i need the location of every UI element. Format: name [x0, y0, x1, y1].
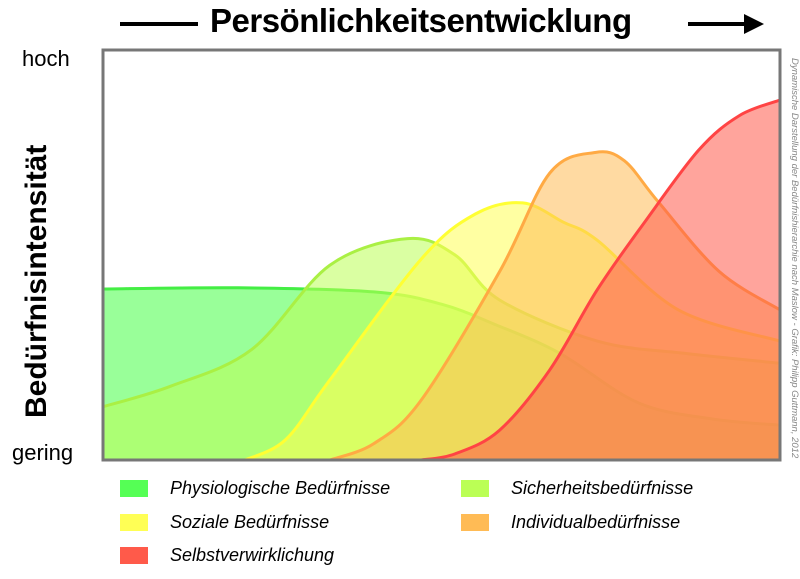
chart-area: [101, 48, 782, 462]
y-tick-low: gering: [12, 440, 74, 465]
plot-frame: [101, 48, 782, 462]
y-tick-high: hoch: [22, 46, 70, 71]
series-line-4: [420, 98, 780, 460]
legend-label: Physiologische Bedürfnisse: [170, 478, 391, 498]
legend-item-physiologisch: Physiologische Bedürfnisse: [120, 478, 390, 499]
arrow-right-icon: [688, 14, 764, 34]
legend-swatch: [461, 514, 489, 531]
legend-swatch: [120, 547, 148, 564]
legend-item-individual: Individualbedürfnisse: [461, 512, 680, 533]
legend-label: Selbstverwirklichung: [170, 545, 335, 565]
legend-swatch: [461, 480, 489, 497]
legend-swatch: [120, 514, 148, 531]
legend-item-sicherheit: Sicherheitsbedürfnisse: [461, 478, 693, 499]
arrow-left-line: [120, 22, 198, 26]
legend-label: Sicherheitsbedürfnisse: [511, 478, 694, 498]
legend-swatch: [120, 480, 148, 497]
legend-item-selbstverwirklichung: Selbstverwirklichung: [120, 545, 334, 566]
legend-item-sozial: Soziale Bedürfnisse: [120, 512, 329, 533]
series-area-4: [421, 100, 780, 460]
chart-title: Persönlichkeitsentwicklung: [210, 2, 632, 39]
legend-label: Individualbedürfnisse: [511, 512, 681, 532]
legend-label: Soziale Bedürfnisse: [170, 512, 330, 532]
